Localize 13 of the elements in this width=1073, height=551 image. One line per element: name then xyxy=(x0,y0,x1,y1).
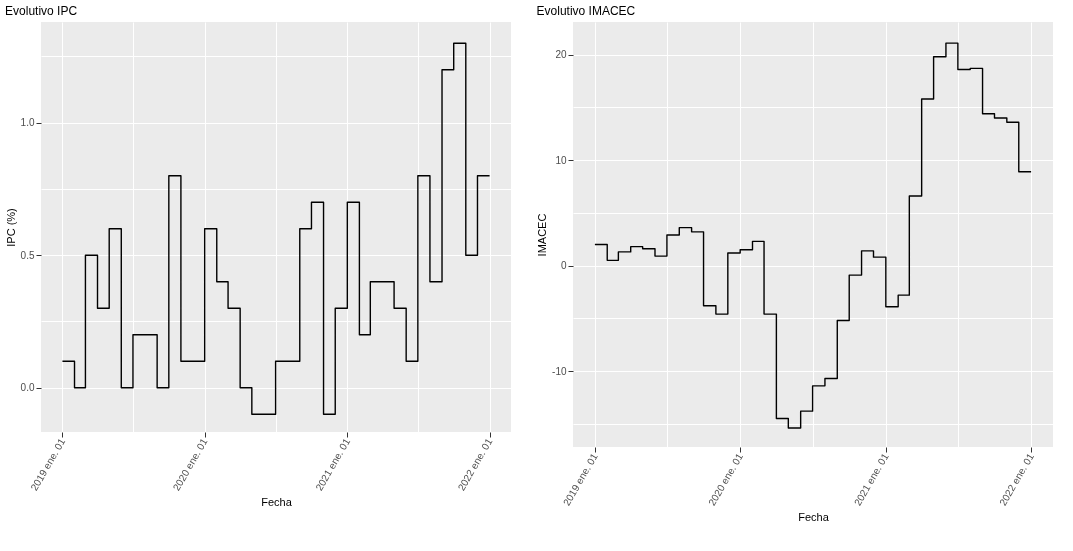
y-axis-title: IPC (%) xyxy=(4,208,17,247)
chart-title: Evolutivo IPC xyxy=(5,4,78,18)
x-axis-title: Fecha xyxy=(261,495,293,508)
y-tick-label: 0.0 xyxy=(20,382,35,394)
chart-title: Evolutivo IMACEC xyxy=(536,4,636,18)
y-tick-label: 10 xyxy=(555,154,567,166)
y-axis-title: IMACEC xyxy=(536,213,549,257)
y-tick-label: -10 xyxy=(552,365,567,377)
y-tick-label: 1.0 xyxy=(20,117,35,129)
x-axis-title: Fecha xyxy=(798,510,830,523)
y-tick-label: 0 xyxy=(560,260,567,272)
y-tick-label: 0.5 xyxy=(20,249,35,261)
y-tick-label: 20 xyxy=(555,49,567,61)
